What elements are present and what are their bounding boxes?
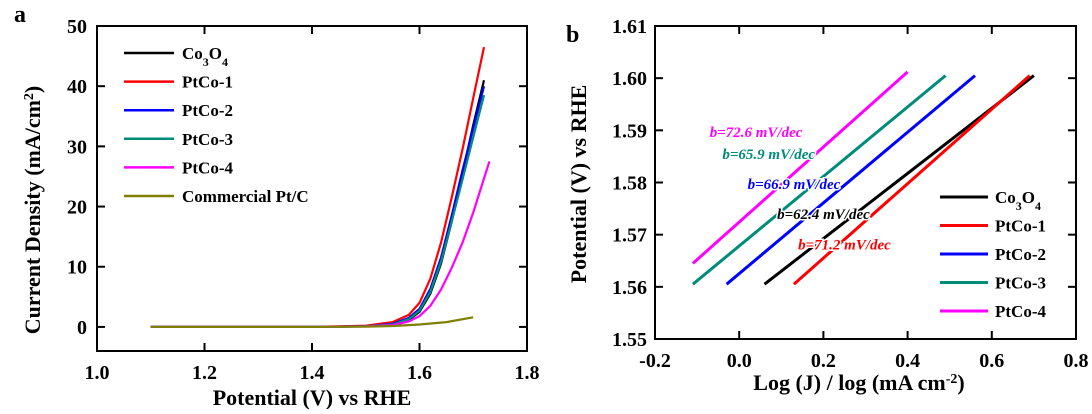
panel-a-ylabel-main: Current Density (mA/cm [20,100,45,334]
y-tick-label: 1.59 [612,120,647,142]
series-line-ptco-2 [725,74,976,286]
legend-label: PtCo-2 [182,101,233,120]
legend-label: PtCo-2 [995,245,1046,264]
slope-annotation: b=66.9 mV/dec [748,177,841,193]
series-line-commercial-pt-c [150,316,474,328]
panel-b-series [691,70,1035,286]
legend-label: PtCo-3 [995,274,1046,293]
slope-annotation: b=65.9 mV/dec [722,147,815,163]
legend-label: PtCo-4 [995,302,1046,321]
panel-b-annotations: b=72.6 mV/dec b=65.9 mV/dec b=66.9 mV/dec b… [708,124,892,255]
y-tick-label: 1.60 [612,68,647,90]
panel-b-legend: Co3O4 PtCo-1 PtCo-2 PtCo-3 PtCo-4 [940,188,1046,321]
legend-label: PtCo-4 [182,158,233,177]
panel-a-label: a [14,2,26,28]
series-line-ptco-2 [150,85,486,328]
legend-label: Co3O4 [995,188,1041,213]
legend-label: PtCo-3 [182,130,233,149]
y-tick-label: 1.55 [612,329,647,351]
y-tick-label: 50 [67,16,87,38]
x-tick-label: 1.2 [192,362,217,384]
x-tick-label: 1.8 [515,362,540,384]
panel-a-ylabel: Current Density (mA/cm2) [20,86,45,335]
panel-a-ylabel-end: ) [20,86,45,93]
y-tick-label: 10 [67,257,87,279]
y-tick-label: 1.56 [612,277,647,299]
x-tick-label: 1.4 [300,362,325,384]
panel-b-xlabel: Log (J) / log (mA cm-2) [753,370,964,395]
y-tick-label: 0 [77,317,87,339]
y-tick-label: 40 [67,76,87,98]
panel-a-ylabel-sup: 2 [22,93,37,100]
panel-a-frame [96,25,528,352]
x-tick-label: 0.2 [811,350,836,372]
series-line-ptco-3 [691,74,947,286]
panel-a-legend: Co3O4 PtCo-1 PtCo-2 PtCo-3 PtCo-4 Commercial … [124,44,309,206]
panel-b: b -0.2 0.0 0.2 0.4 0.6 0.8 1.55 1.56 1.57 1.58 1.5… [566,16,1089,395]
x-tick-label: 1.0 [85,362,110,384]
panel-b-label: b [566,22,579,48]
panel-a: a 1.0 1.2 1.4 1.6 1.8 0 10 20 30 40 50 Co3O4 PtCo-1… [14,2,540,410]
legend-label: Commercial Pt/C [182,187,309,206]
slope-annotation: b=71.2 mV/dec [798,237,891,253]
panel-b-xlabel-sup: -2 [946,372,958,387]
legend-label: PtCo-1 [995,217,1046,236]
panel-a-ticks: 1.0 1.2 1.4 1.6 1.8 0 10 20 30 40 50 [67,16,540,384]
y-tick-label: 30 [67,136,87,158]
legend-label: PtCo-1 [182,73,233,92]
y-tick-label: 1.61 [612,16,647,38]
y-tick-label: 20 [67,197,87,219]
panel-a-xlabel: Potential (V) vs RHE [213,385,412,409]
y-tick-label: 1.57 [612,225,647,247]
panel-b-ticks: -0.2 0.0 0.2 0.4 0.6 0.8 1.55 1.56 1.57 1.58 1.59 1… [612,16,1089,372]
panel-b-xlabel-main: Log (J) / log (mA cm [753,370,945,395]
y-tick-label: 1.58 [612,173,647,195]
series-line-ptco-4 [691,70,909,265]
x-tick-label: 0.4 [895,350,920,372]
panel-b-ylabel: Potential (V) vs RHE [566,85,591,284]
slope-annotation: b=72.6 mV/dec [710,125,803,141]
panel-b-xlabel-end: ) [957,370,964,395]
x-tick-label: 1.6 [407,362,432,384]
x-tick-label: -0.2 [639,350,671,372]
x-tick-label: 0.0 [727,350,752,372]
panel-a-series [150,46,491,328]
slope-annotation: b=62.4 mV/dec [777,207,870,223]
x-tick-label: 0.6 [979,350,1004,372]
series-line-ptco-1 [792,74,1031,286]
x-tick-label: 0.8 [1064,350,1089,372]
legend-label: Co3O4 [182,44,228,69]
